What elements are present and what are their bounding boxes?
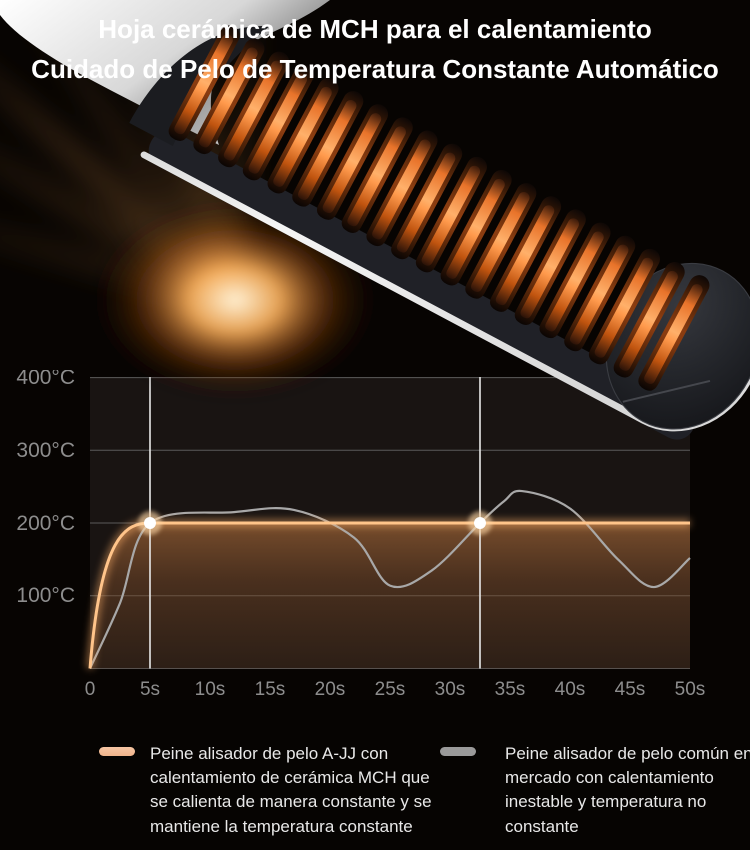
svg-text:300°C: 300°C [16,439,75,462]
svg-text:Hoja cerámica de MCH para el c: Hoja cerámica de MCH para el calentamien… [98,14,651,44]
svg-text:35s: 35s [495,679,526,700]
svg-text:30s: 30s [435,679,466,700]
svg-text:15s: 15s [255,679,286,700]
svg-text:10s: 10s [195,679,226,700]
svg-text:200°C: 200°C [16,512,75,535]
svg-text:5s: 5s [140,679,160,700]
svg-text:20s: 20s [315,679,346,700]
svg-text:0: 0 [85,679,96,700]
svg-text:50s: 50s [675,679,706,700]
svg-text:25s: 25s [375,679,406,700]
svg-text:45s: 45s [615,679,646,700]
svg-text:100°C: 100°C [16,584,75,607]
svg-text:Cuidado de Pelo de Temperatura: Cuidado de Pelo de Temperatura Constante… [31,54,719,84]
svg-text:40s: 40s [555,679,586,700]
